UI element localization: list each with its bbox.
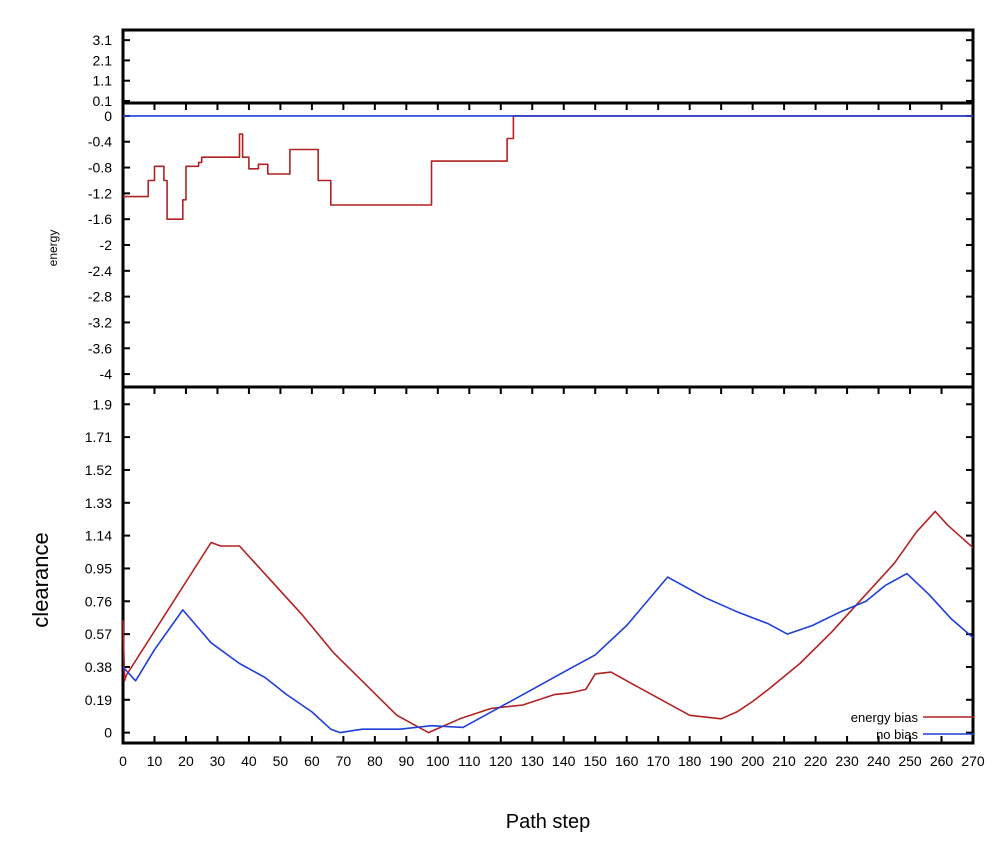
x-tick-label: 60 [304, 753, 320, 769]
y-tick-label: 0.95 [85, 560, 112, 576]
x-tick-label: 150 [584, 753, 608, 769]
y-tick-label: 0.38 [85, 659, 112, 675]
x-tick-label: 10 [147, 753, 163, 769]
x-tick-label: 100 [426, 753, 450, 769]
y-tick-label: 1.1 [93, 73, 113, 89]
y-tick-label: 0.1 [93, 93, 113, 109]
y-tick-label: -4 [100, 366, 113, 382]
plot-frames [121, 28, 975, 745]
x-tick-label: 80 [367, 753, 383, 769]
tick-marks [122, 39, 974, 743]
y-tick-label: 0.76 [85, 593, 112, 609]
x-tick-label: 120 [489, 753, 513, 769]
plot-frame-energy [121, 101, 975, 389]
x-tick-label: 130 [521, 753, 545, 769]
x-axis-label: Path step [506, 811, 591, 833]
y-tick-label: -2.8 [88, 289, 112, 305]
x-tick-label: 70 [336, 753, 352, 769]
clearance-line-no-bias [122, 572, 974, 734]
y-tick-label: 1.52 [85, 462, 112, 478]
y-tick-label: 0.19 [85, 692, 112, 708]
y-tick-label: -0.4 [88, 134, 112, 150]
y-tick-label: -2.4 [88, 263, 112, 279]
legend: energy bias no bias [851, 710, 974, 742]
y-tick-label: -0.8 [88, 160, 112, 176]
x-tick-label: 260 [930, 753, 954, 769]
x-tick-label: 190 [709, 753, 733, 769]
clearance-axis-label: clearance [28, 532, 53, 627]
x-tick-label: 240 [867, 753, 891, 769]
y-tick-label: 0 [104, 725, 112, 741]
energy-line-series-0 [123, 115, 973, 220]
plot-frame-top-strip [121, 28, 975, 105]
y-tick-label: -3.2 [88, 314, 112, 330]
y-tick-label: -1.2 [88, 185, 112, 201]
y-tick-label: 3.1 [93, 32, 113, 48]
legend-label-energy-bias: energy bias [851, 710, 919, 725]
x-tick-label: 220 [804, 753, 828, 769]
x-tick-label: 250 [898, 753, 922, 769]
y-tick-labels: 0.1 1.1 2.1 3.1 0 -0.4 -0.8 -1.2 -1.6 -2 -2.4 -2.8 -… [85, 32, 112, 740]
y-tick-label: 0 [104, 108, 112, 124]
x-tick-label: 90 [399, 753, 415, 769]
y-tick-label: -2 [100, 237, 113, 253]
y-tick-label: 2.1 [93, 52, 113, 68]
x-tick-label: 210 [772, 753, 796, 769]
y-tick-label: 0.57 [85, 626, 112, 642]
x-tick-label: 200 [741, 753, 765, 769]
x-tick-label: 160 [615, 753, 639, 769]
x-tick-label: 170 [647, 753, 671, 769]
y-tick-label: 1.71 [85, 429, 112, 445]
y-tick-label: 1.14 [85, 528, 112, 544]
x-tick-label: 270 [961, 753, 985, 769]
x-tick-label: 0 [119, 753, 127, 769]
plot-frame-clearance [121, 385, 975, 745]
x-tick-label: 20 [178, 753, 194, 769]
series-lines [122, 115, 974, 734]
y-tick-label: -1.6 [88, 211, 112, 227]
energy-axis-label: energy [46, 230, 60, 267]
x-tick-label: 30 [210, 753, 226, 769]
y-tick-label: -3.6 [88, 340, 112, 356]
legend-label-no-bias: no bias [876, 727, 918, 742]
x-tick-label: 50 [273, 753, 289, 769]
x-tick-labels: 0 10 20 30 40 50 60 70 80 90 100 110 120 130 140 150 160… [119, 753, 985, 769]
x-tick-label: 140 [552, 753, 576, 769]
y-tick-label: 1.9 [93, 396, 113, 412]
y-tick-label: 1.33 [85, 495, 112, 511]
x-tick-label: 110 [458, 753, 481, 769]
x-tick-label: 40 [241, 753, 257, 769]
x-tick-label: 230 [835, 753, 859, 769]
clearance-line-energy-bias [122, 510, 974, 734]
x-tick-label: 180 [678, 753, 702, 769]
